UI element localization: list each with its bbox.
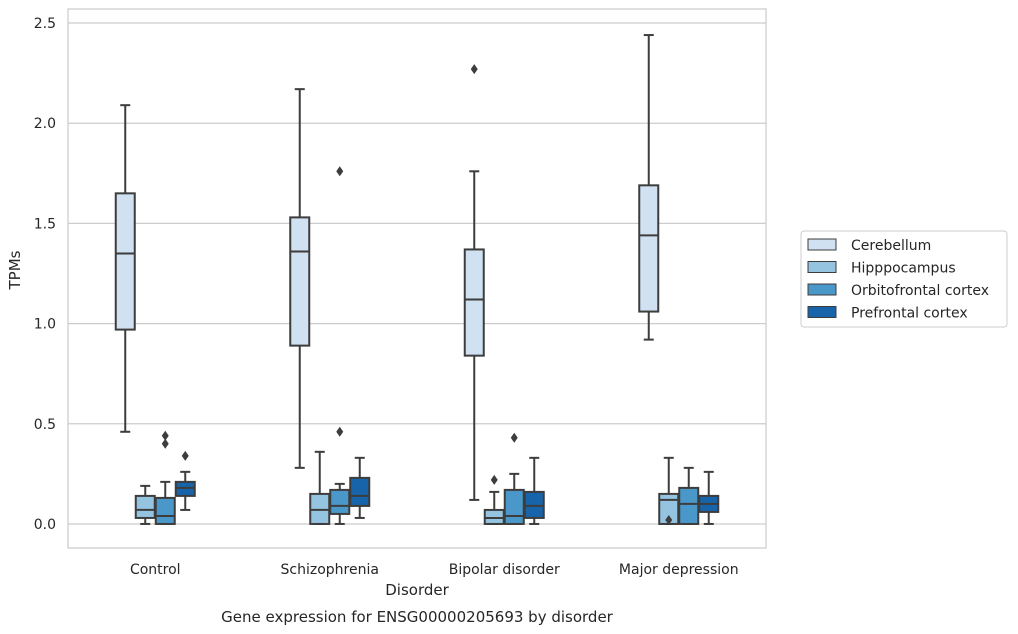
grid-lines (68, 23, 766, 524)
box-control-cerebellum (116, 105, 135, 432)
outlier-point (336, 166, 343, 176)
box-schizophrenia-prefrontal-cortex (350, 458, 369, 518)
box-bipolar-disorder-prefrontal-cortex (525, 458, 544, 524)
box-iqr (350, 478, 369, 506)
series-orbitofrontal-cortex (156, 166, 699, 524)
box-iqr (330, 490, 349, 514)
box-major-depression-prefrontal-cortex (699, 472, 718, 524)
y-tick-label: 1.0 (34, 317, 56, 333)
legend-swatch (808, 239, 836, 250)
x-tick-label-major-depression: Major depression (619, 562, 739, 578)
legend-swatch (808, 284, 836, 295)
series-cerebellum (116, 35, 659, 500)
outlier-point (511, 433, 518, 443)
box-control-prefrontal-cortex (176, 451, 195, 510)
box-control-hipppocampus (136, 486, 155, 524)
y-tick-label: 2.0 (34, 116, 56, 132)
box-iqr (310, 494, 329, 524)
y-tick-label: 0.5 (34, 417, 56, 433)
y-tick-label: 2.5 (34, 16, 56, 32)
legend-label: Prefrontal cortex (851, 306, 968, 322)
box-series (116, 35, 719, 525)
x-tick-label-schizophrenia: Schizophrenia (281, 562, 379, 578)
outlier-point (471, 64, 478, 74)
box-schizophrenia-orbitofrontal-cortex (330, 166, 349, 524)
box-bipolar-disorder-cerebellum (465, 64, 484, 500)
box-major-depression-orbitofrontal-cortex (679, 468, 698, 524)
box-control-orbitofrontal-cortex (156, 431, 175, 524)
legend-label: Hipppocampus (851, 261, 956, 277)
x-axis-ticks: Control Schizophrenia Bipolar disorder Majo… (130, 562, 739, 578)
boxplot-chart: 0.0 0.5 1.0 1.5 2.0 2.5 Control Schizophrenia B… (0, 0, 1018, 634)
box-iqr (505, 490, 524, 524)
outlier-point (182, 451, 189, 461)
outlier-point (491, 475, 498, 485)
outlier-point (162, 431, 169, 441)
box-iqr (156, 498, 175, 524)
box-iqr (525, 492, 544, 518)
y-tick-label: 1.5 (34, 216, 56, 232)
box-iqr (136, 496, 155, 518)
series-hipppocampus (136, 452, 679, 525)
box-major-depression-cerebellum (639, 35, 658, 340)
y-axis-ticks: 0.0 0.5 1.0 1.5 2.0 2.5 (34, 16, 56, 533)
legend-swatch (808, 262, 836, 273)
y-tick-label: 0.0 (34, 517, 56, 533)
box-bipolar-disorder-hipppocampus (485, 475, 504, 524)
chart-caption: Gene expression for ENSG00000205693 by d… (221, 608, 614, 626)
x-axis-label: Disorder (385, 581, 449, 599)
x-tick-label-bipolar-disorder: Bipolar disorder (449, 562, 560, 578)
y-axis-label: TPMs (6, 250, 24, 290)
legend-label: Orbitofrontal cortex (851, 283, 989, 299)
box-iqr (116, 193, 135, 329)
outlier-point (336, 427, 343, 437)
legend: Cerebellum Hipppocampus Orbitofrontal cort… (801, 231, 1007, 327)
box-bipolar-disorder-orbitofrontal-cortex (505, 433, 524, 524)
box-iqr (639, 185, 658, 311)
box-iqr (679, 488, 698, 524)
box-iqr (290, 217, 309, 345)
box-schizophrenia-cerebellum (290, 89, 309, 468)
plot-frame (68, 9, 766, 548)
x-tick-label-control: Control (130, 562, 181, 578)
box-major-depression-hipppocampus (659, 458, 678, 525)
legend-swatch (808, 307, 836, 318)
box-iqr (176, 482, 195, 496)
box-schizophrenia-hipppocampus (310, 452, 329, 524)
box-iqr (465, 249, 484, 355)
series-prefrontal-cortex (176, 451, 719, 524)
box-iqr (485, 510, 504, 524)
legend-label: Cerebellum (851, 238, 931, 254)
